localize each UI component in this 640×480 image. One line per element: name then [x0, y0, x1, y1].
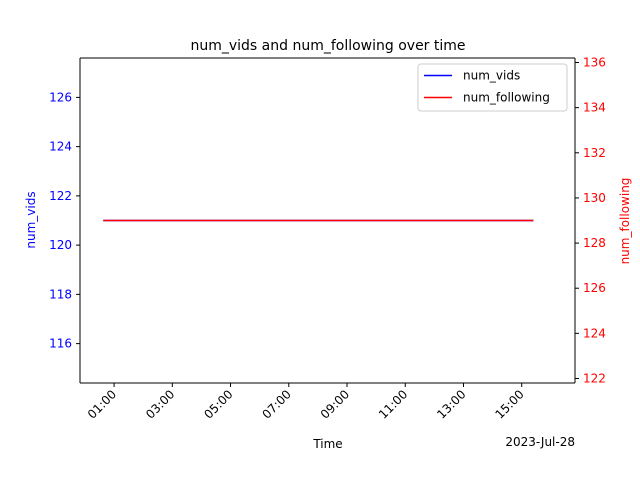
- right-y-tick-label: 130: [583, 191, 606, 205]
- legend-label-num-following: num_following: [463, 91, 550, 105]
- right-axis-label: num_following: [618, 178, 632, 265]
- legend: num_vids num_following: [417, 63, 568, 112]
- right-y-tick-label: 124: [583, 326, 606, 340]
- right-y-tick-label: 136: [583, 56, 606, 70]
- legend-label-num-vids: num_vids: [463, 69, 520, 83]
- x-tick-label: 05:00: [201, 387, 235, 421]
- x-tick-label: 11:00: [376, 387, 410, 421]
- left-y-tick-label: 120: [49, 238, 72, 252]
- left-y-tick-label: 116: [49, 337, 72, 351]
- left-y-tick-label: 118: [49, 287, 72, 301]
- left-y-tick-label: 126: [49, 90, 72, 104]
- x-tick-label: 03:00: [143, 387, 177, 421]
- right-y-tick-label: 128: [583, 236, 606, 250]
- x-tick-label: 15:00: [492, 387, 526, 421]
- legend-box: [417, 63, 568, 112]
- chart-title: num_vids and num_following over time: [190, 38, 465, 54]
- x-tick-label: 01:00: [85, 387, 119, 421]
- left-axis-label: num_vids: [24, 191, 38, 248]
- right-y-tick-label: 134: [583, 101, 606, 115]
- x-axis-date-label: 2023-Jul-28: [505, 435, 575, 449]
- left-y-tick-label: 124: [49, 140, 72, 154]
- x-tick-label: 13:00: [434, 387, 468, 421]
- x-axis-label: Time: [312, 437, 342, 451]
- left-y-tick-label: 122: [49, 189, 72, 203]
- x-tick-label: 07:00: [260, 387, 294, 421]
- right-y-tick-label: 132: [583, 146, 606, 160]
- right-y-tick-label: 126: [583, 281, 606, 295]
- x-tick-label: 09:00: [318, 387, 352, 421]
- right-y-tick-label: 122: [583, 371, 606, 385]
